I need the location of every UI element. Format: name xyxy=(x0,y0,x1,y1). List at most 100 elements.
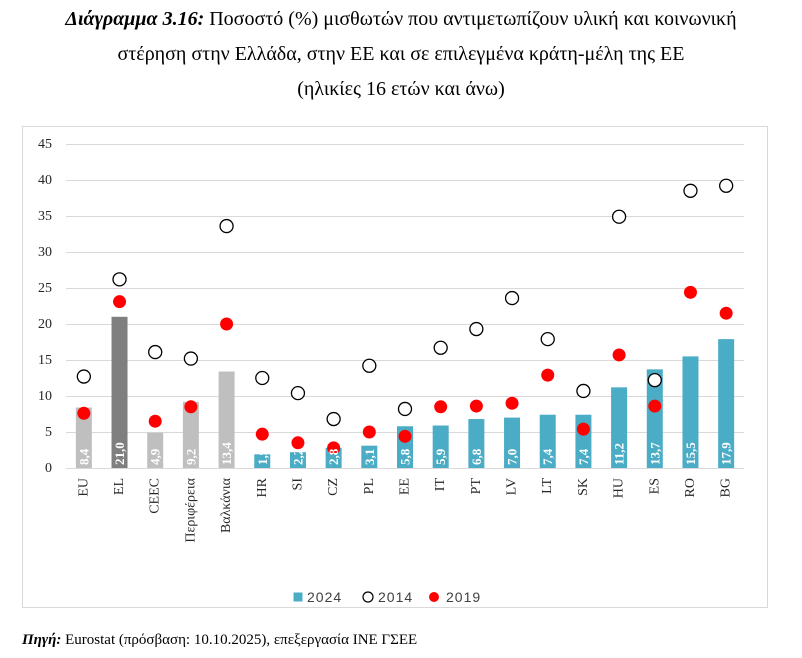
x-tick-label-pl: PL xyxy=(362,478,377,494)
marker-2014-βαλκάνια xyxy=(219,218,234,234)
bar-2024-ceec xyxy=(147,432,164,468)
marker-2014-lv xyxy=(504,290,520,306)
title-text-1: Ποσοστό (%) μισθωτών που αντιμετωπίζουν … xyxy=(209,8,737,30)
x-tick-label-hr: HR xyxy=(255,477,270,497)
marker-2014-pl xyxy=(362,358,377,373)
bar-2024-hr xyxy=(254,454,271,468)
title-line-1: Διάγραμμα 3.16: Ποσοστό (%) μισθωτών που… xyxy=(0,2,802,37)
marker-2019-si xyxy=(291,436,305,450)
x-tick-label-sk: SK xyxy=(576,478,591,496)
x-tick-label-el: EL xyxy=(112,478,127,495)
x-tick-label-pt: PT xyxy=(469,478,484,495)
marker-2019-hu xyxy=(612,348,626,362)
marker-2014-si xyxy=(290,385,306,401)
chart-title: Διάγραμμα 3.16: Ποσοστό (%) μισθωτών που… xyxy=(0,2,802,107)
bar-label-2024-pt: 6,8 xyxy=(469,448,484,465)
bar-label-2024-si: 2,2 xyxy=(290,449,305,465)
x-tick-label-hu: HU xyxy=(612,478,627,498)
legend-swatch-2024 xyxy=(293,592,303,602)
marker-2014-el xyxy=(112,272,127,287)
marker-2019-eu xyxy=(77,406,91,420)
source-note: Πηγή: Eurostat (πρόσβαση: 10.10.2025), ε… xyxy=(22,630,417,650)
y-tick-label: 40 xyxy=(38,173,52,188)
marker-2014-eu xyxy=(76,369,91,384)
chart-frame xyxy=(22,126,768,608)
y-tick-label: 15 xyxy=(38,353,52,368)
bar-label-2024-lt: 7,4 xyxy=(540,448,555,465)
x-tick-label-ro: RO xyxy=(683,478,698,497)
marker-2019-pl xyxy=(362,425,376,439)
bar-2024-lv xyxy=(504,417,521,468)
y-tick-label: 45 xyxy=(38,137,52,152)
y-tick-label: 5 xyxy=(45,425,52,440)
marker-2019-hr xyxy=(255,427,269,441)
y-tick-label: 20 xyxy=(38,317,52,332)
bar-2024-βαλκάνια xyxy=(218,371,235,468)
bar-2024-it xyxy=(432,425,449,468)
bar-label-2024-pl: 3,1 xyxy=(362,449,377,465)
x-tick-label-lv: LV xyxy=(505,478,520,495)
bar-label-2024-es: 13,7 xyxy=(647,442,662,465)
title-line-3: (ηλικίες 16 ετών και άνω) xyxy=(297,78,505,100)
marker-2019-lt xyxy=(541,368,555,382)
x-tick-label-βαλκάνια: Βαλκάνια xyxy=(219,477,234,533)
bar-label-2024-περιφέρεια: 9,2 xyxy=(183,449,198,465)
marker-2019-περιφέρεια xyxy=(184,400,198,414)
marker-2014-cz xyxy=(326,411,341,427)
legend-label-2014: 2014 xyxy=(378,589,413,605)
title-line-2: στέρηση στην Ελλάδα, στην ΕΕ και σε επιλ… xyxy=(117,43,685,65)
bar-label-2024-sk: 7,4 xyxy=(576,448,591,465)
y-tick-label: 30 xyxy=(38,245,52,260)
marker-2019-ro xyxy=(683,285,697,299)
bar-2024-pl xyxy=(361,445,378,468)
x-tick-label-bg: BG xyxy=(719,478,734,497)
x-tick-label-cz: CZ xyxy=(326,478,341,496)
y-tick-label: 35 xyxy=(38,209,52,224)
bar-2024-hu xyxy=(611,387,628,468)
marker-2019-pt xyxy=(469,399,483,413)
marker-2014-ee xyxy=(397,401,413,417)
legend-label-2019: 2019 xyxy=(446,589,481,605)
marker-2014-sk xyxy=(576,383,591,399)
source-label: Πηγή: xyxy=(22,632,62,648)
bar-label-2024-ro: 15,5 xyxy=(683,442,698,465)
source-text: Eurostat (πρόσβαση: 10.10.2025), επεξεργ… xyxy=(65,632,418,648)
bar-label-2024-bg: 17,9 xyxy=(719,442,734,465)
x-tick-label-περιφέρεια: Περιφέρεια xyxy=(183,477,198,542)
marker-2014-lt xyxy=(540,331,555,347)
marker-2019-el xyxy=(113,295,127,309)
x-tick-label-si: SI xyxy=(290,478,305,491)
bar-label-2024-cz: 2,8 xyxy=(326,448,341,465)
bar-2024-eu xyxy=(75,407,92,468)
bar-2024-περιφέρεια xyxy=(182,401,199,468)
y-tick-label: 0 xyxy=(45,461,52,476)
bar-2024-es xyxy=(646,369,663,468)
bar-2024-pt xyxy=(468,419,485,468)
marker-2019-ceec xyxy=(148,414,162,428)
chart-area: 0 5 10 15 20 25 30 35 40 45 EU EL CEEC Περιφέρεια Βαλκ… xyxy=(22,126,768,608)
marker-2019-βαλκάνια xyxy=(220,317,234,331)
y-tick-label: 10 xyxy=(38,389,52,404)
x-tick-label-es: ES xyxy=(647,478,662,494)
legend-swatch-2014 xyxy=(362,591,374,603)
bar-label-2024-el: 21,0 xyxy=(112,442,127,465)
y-tick-label: 25 xyxy=(38,281,52,296)
bar-2024-lt xyxy=(539,414,556,468)
bar-label-2024-ee: 5,8 xyxy=(398,448,413,465)
legend-swatch-2019 xyxy=(429,592,439,602)
bar-label-2024-eu: 8,4 xyxy=(76,448,91,465)
marker-2019-bg xyxy=(719,306,733,320)
legend-label-2024: 2024 xyxy=(307,589,342,605)
bar-label-2024-βαλκάνια: 13,4 xyxy=(219,442,234,465)
bar-2024-ro xyxy=(682,356,699,468)
bar-2024-si xyxy=(289,452,306,468)
bar-label-2024-hr: 1,9 xyxy=(255,448,270,465)
legend: 2024 2014 2019 xyxy=(293,589,481,605)
bar-label-2024-ceec: 4,9 xyxy=(148,448,163,465)
x-tick-label-lt: LT xyxy=(540,478,555,494)
x-tick-label-it: IT xyxy=(433,478,448,492)
marker-2019-sk xyxy=(576,422,590,436)
marker-2014-ro xyxy=(683,183,698,198)
bar-label-2024-lv: 7,0 xyxy=(505,449,520,465)
marker-2014-περιφέρεια xyxy=(183,351,199,366)
